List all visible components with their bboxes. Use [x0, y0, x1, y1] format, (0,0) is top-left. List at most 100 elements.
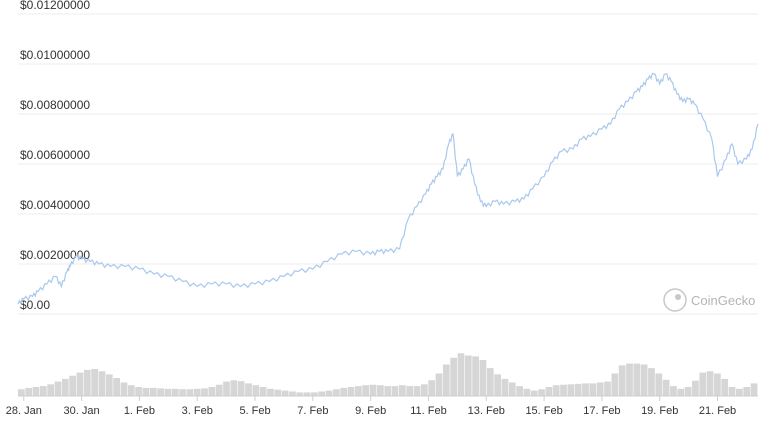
volume-bar: [604, 381, 611, 396]
volume-bar: [105, 374, 113, 396]
x-axis-ticks: 28. Jan 30. Jan 1. Feb 3. Feb 5. Feb 7. Feb 9.…: [6, 396, 736, 417]
volume-bar: [164, 388, 172, 396]
volume-bar: [648, 368, 655, 396]
volume-bar: [259, 387, 267, 396]
volume-bar: [69, 375, 77, 396]
volume-bar: [230, 380, 238, 396]
y-tick-label: $0.00200000: [20, 248, 90, 262]
volume-bar: [435, 373, 443, 396]
x-tick-label: 5. Feb: [239, 405, 270, 417]
y-tick-label: $0.00: [20, 298, 50, 312]
volume-bar: [486, 368, 494, 396]
volume-bar: [135, 387, 142, 396]
volume-bar: [215, 384, 223, 396]
volume-bar: [171, 388, 179, 396]
volume-bar: [457, 353, 465, 396]
volume-bar: [25, 387, 33, 396]
y-tick-label: $0.00600000: [20, 148, 90, 162]
volume-bar: [406, 386, 414, 396]
volume-bar: [589, 383, 597, 396]
volume-bar: [113, 378, 120, 396]
volume-bar: [413, 386, 421, 396]
coingecko-watermark: CoinGecko: [663, 288, 755, 312]
volume-bar: [611, 373, 619, 396]
volume-bar: [281, 390, 289, 396]
volume-bar: [516, 386, 523, 396]
volume-bar: [32, 387, 40, 396]
x-tick-label: 3. Feb: [182, 405, 213, 417]
volume-bar: [245, 383, 252, 396]
volume-bar: [626, 363, 633, 396]
volume-bar: [47, 384, 55, 396]
x-tick-label: 15. Feb: [525, 405, 562, 417]
x-tick-label: 9. Feb: [355, 405, 386, 417]
volume-bar: [596, 382, 604, 396]
volume-bar: [662, 379, 670, 396]
volume-bar: [223, 381, 230, 396]
x-tick-label: 7. Feb: [297, 405, 328, 417]
volume-bar: [398, 385, 406, 396]
volume-bar: [618, 365, 626, 396]
volume-bar: [479, 360, 487, 396]
coingecko-logo-icon: [663, 288, 687, 312]
volume-bar: [325, 390, 333, 396]
volume-bar: [699, 372, 707, 396]
volume-bar: [54, 381, 62, 396]
volume-bar: [311, 392, 318, 396]
volume-bar: [428, 380, 436, 396]
y-tick-label: $0.01200000: [20, 0, 90, 12]
volume-bar: [201, 388, 208, 396]
volume-bar: [640, 364, 648, 396]
volume-bar: [391, 386, 399, 396]
volume-bar: [274, 389, 282, 396]
volume-bar: [494, 374, 501, 396]
volume-bar: [560, 384, 567, 396]
x-tick-label: 13. Feb: [468, 405, 505, 417]
volume-bar: [538, 389, 545, 396]
volume-bar: [567, 384, 575, 396]
x-tick-label: 1. Feb: [124, 405, 155, 417]
volume-bar: [582, 383, 589, 396]
volume-bar: [127, 385, 135, 396]
volume-bar: [721, 378, 729, 396]
x-tick-label: 11. Feb: [410, 405, 447, 417]
volume-bar: [706, 371, 714, 396]
volume-bar: [296, 392, 304, 396]
volume-bar: [552, 385, 560, 396]
volume-bar: [157, 388, 164, 396]
volume-bar: [61, 378, 69, 396]
volume-bar: [208, 387, 216, 396]
volume-bar: [743, 387, 751, 396]
volume-bar: [464, 355, 472, 396]
volume-bar: [186, 389, 194, 396]
volume-bar: [355, 386, 362, 396]
volume-bar: [420, 384, 428, 396]
x-tick-label: 28. Jan: [6, 405, 42, 417]
volume-bar: [303, 392, 311, 396]
volume-bar: [574, 383, 582, 396]
volume-bar: [736, 388, 743, 396]
coingecko-logo-eye-icon: [675, 294, 681, 300]
x-tick-label: 19. Feb: [641, 405, 678, 417]
volume-bar: [442, 364, 450, 396]
volume-bar: [333, 389, 340, 396]
y-tick-label: $0.00400000: [20, 198, 90, 212]
y-tick-label: $0.00800000: [20, 98, 90, 112]
volume-bar: [633, 363, 641, 396]
volume-bar: [545, 387, 553, 396]
volume-bar: [530, 390, 538, 396]
volume-bar: [523, 388, 531, 396]
volume-bar: [18, 389, 25, 396]
volume-bars: [18, 353, 758, 397]
volume-bar: [120, 382, 128, 396]
volume-bar: [377, 385, 384, 396]
volume-bar: [91, 369, 98, 396]
volume-bar: [369, 384, 377, 396]
volume-bar: [83, 369, 91, 396]
y-axis-ticks: $0.00 $0.00200000 $0.00400000 $0.00600000 $0…: [20, 0, 90, 312]
watermark-text: CoinGecko: [691, 293, 755, 308]
volume-bar: [655, 373, 663, 396]
volume-bar: [508, 382, 516, 396]
volume-bar: [714, 373, 721, 396]
